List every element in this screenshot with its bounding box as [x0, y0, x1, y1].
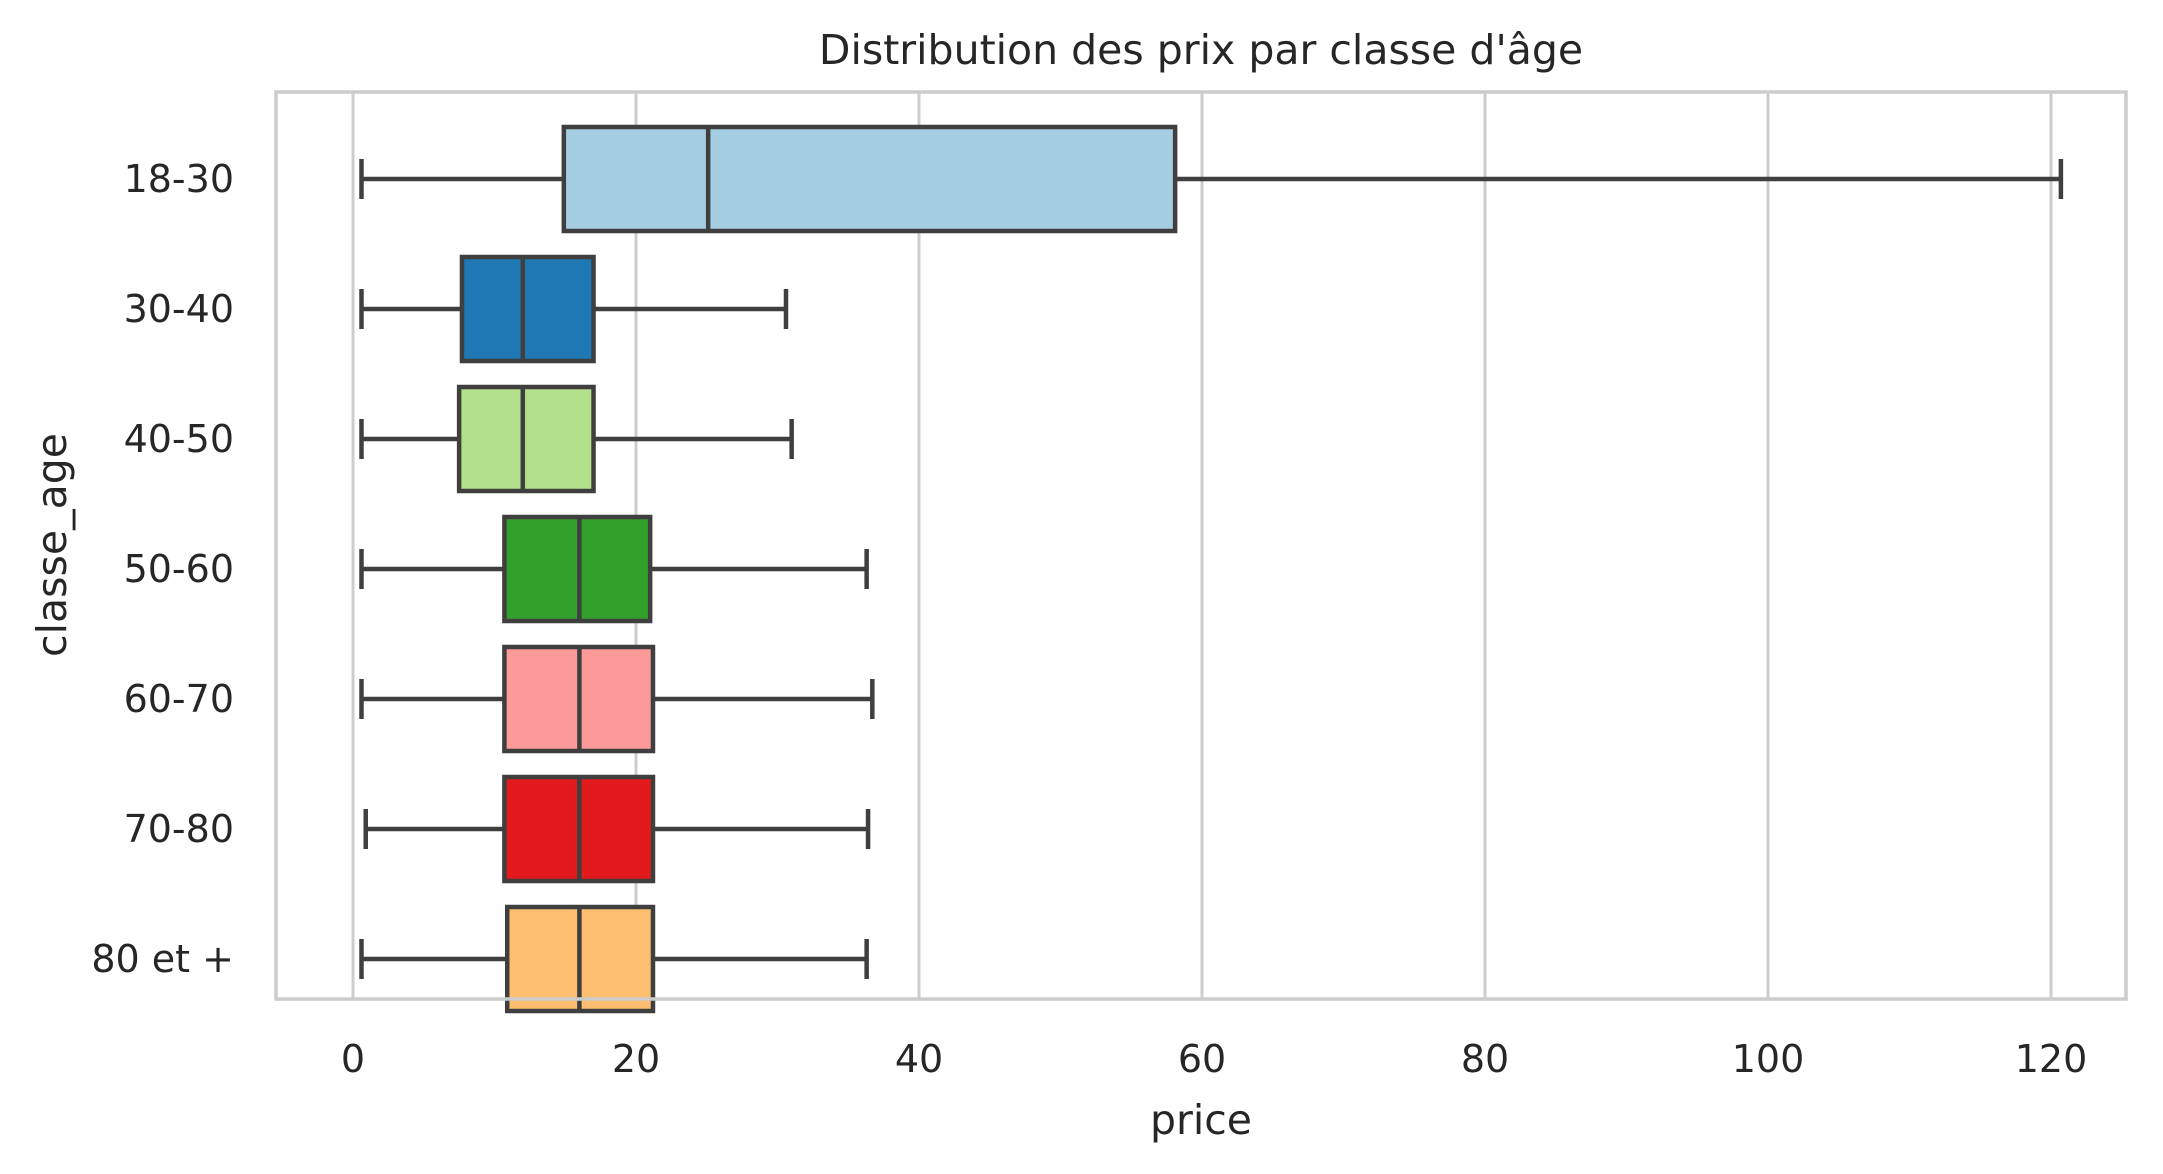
plot-frame [274, 90, 2128, 1001]
x-axis-label: price [1150, 1096, 1252, 1144]
chart-title: Distribution des prix par classe d'âge [819, 26, 1583, 74]
box-18-30 [561, 124, 1178, 234]
box-group-50-60 [359, 514, 869, 624]
box-30-40 [459, 254, 596, 364]
y-tick-label-80 et +: 80 et + [91, 937, 234, 981]
y-tick-label-40-50: 40-50 [124, 417, 234, 461]
box-group-18-30 [359, 124, 2064, 234]
x-tick-label-120: 120 [2015, 1037, 2088, 1081]
x-tick-label-100: 100 [1732, 1037, 1805, 1081]
x-tick-label-80: 80 [1461, 1037, 1509, 1081]
y-tick-label-60-70: 60-70 [124, 677, 234, 721]
y-axis-label: classe_age [28, 433, 76, 657]
x-tick-label-0: 0 [341, 1037, 365, 1081]
box-40-50 [456, 384, 596, 494]
y-tick-label-18-30: 18-30 [124, 157, 234, 201]
y-tick-label-70-80: 70-80 [124, 807, 234, 851]
box-group-80 et + [359, 904, 869, 1014]
x-tick-label-20: 20 [612, 1037, 660, 1081]
box-group-30-40 [359, 254, 789, 364]
box-group-40-50 [359, 384, 794, 494]
y-tick-labels: 18-30 30-40 40-50 50-60 60-70 70-80 80 et + [91, 157, 234, 981]
x-tick-label-40: 40 [895, 1037, 943, 1081]
box-group-60-70 [359, 644, 875, 754]
boxes [359, 124, 2064, 1014]
x-tick-labels: 0 20 40 60 80 100 120 [341, 1037, 2087, 1081]
y-tick-label-30-40: 30-40 [124, 287, 234, 331]
box-group-70-80 [363, 774, 871, 884]
y-tick-label-50-60: 50-60 [124, 547, 234, 591]
x-tick-label-60: 60 [1178, 1037, 1226, 1081]
